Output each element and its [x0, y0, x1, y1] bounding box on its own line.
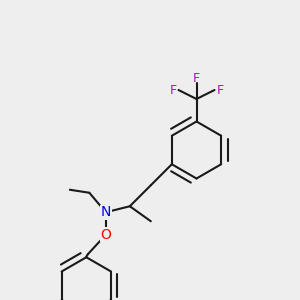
Text: F: F	[169, 83, 177, 97]
Text: F: F	[193, 71, 200, 85]
Text: F: F	[216, 83, 224, 97]
Text: O: O	[100, 228, 111, 242]
Text: N: N	[100, 205, 111, 219]
